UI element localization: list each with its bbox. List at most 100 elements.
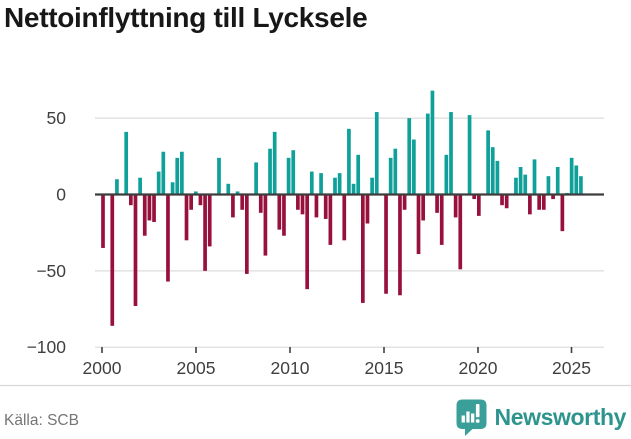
migration-bar [365, 194, 370, 224]
migration-bar [101, 194, 105, 248]
migration-bar [166, 194, 170, 282]
migration-bar [425, 113, 430, 195]
migration-bar [351, 183, 356, 195]
migration-bar [551, 194, 555, 200]
migration-bar [161, 151, 166, 195]
migration-bar [370, 177, 374, 195]
migration-bar [231, 194, 235, 218]
migration-bar [198, 194, 203, 206]
migration-bar [514, 177, 518, 195]
migration-bar [235, 191, 240, 195]
migration-bar [458, 194, 463, 270]
migration-bar [360, 194, 365, 303]
migration-bar [226, 183, 231, 195]
migration-bar [128, 194, 133, 206]
brand-name: Newsworthy [494, 404, 627, 430]
migration-bar [170, 182, 175, 195]
y-tick-label: 50 [47, 108, 67, 128]
migration-bar [421, 194, 426, 221]
migration-bar [305, 194, 310, 290]
migration-bar [388, 157, 393, 195]
migration-bar [328, 194, 333, 245]
migration-bar [268, 148, 272, 195]
migration-bar [402, 194, 407, 210]
migration-bar [133, 194, 138, 306]
migration-bar [110, 194, 115, 326]
migration-bar [217, 157, 221, 195]
migration-bar [537, 194, 542, 210]
migration-bar [291, 150, 296, 195]
migration-bar [244, 194, 249, 274]
migration-bar [384, 194, 388, 294]
x-tick-label: 2010 [271, 358, 310, 378]
x-tick-label: 2000 [83, 358, 122, 378]
migration-bar [207, 194, 212, 247]
migration-bar [486, 130, 490, 195]
migration-bar [254, 162, 258, 195]
migration-bar [240, 194, 245, 210]
chart-title: Nettoinflyttning till Lycksele [4, 2, 368, 33]
migration-bar [416, 194, 421, 255]
newsworthy-badge-icon [456, 399, 487, 436]
x-tick-label: 2015 [365, 358, 404, 378]
migration-bar [546, 176, 551, 195]
y-tick-label: −100 [27, 337, 67, 357]
migration-bar [258, 194, 263, 213]
migration-bar [541, 194, 546, 210]
migration-bar [263, 194, 268, 256]
migration-bar [495, 160, 500, 195]
migration-bar [528, 194, 532, 215]
migration-bar [309, 171, 314, 195]
migration-bar [523, 174, 528, 195]
footer: Källa: SCB Newsworthy [0, 395, 631, 439]
bar-chart-glyph [461, 404, 480, 423]
migration-bar [555, 167, 560, 195]
migration-bar [189, 194, 194, 210]
migration-bar [193, 191, 198, 195]
migration-bar [277, 194, 282, 230]
migration-bar [449, 112, 453, 195]
source-label: Källa: SCB [4, 412, 79, 429]
migration-bar [286, 157, 291, 195]
migration-bar [504, 194, 509, 209]
migration-bar [314, 194, 319, 218]
migration-bar [319, 173, 323, 195]
migration-bar [435, 194, 439, 213]
migration-bar [532, 159, 537, 195]
migration-bar [175, 157, 180, 195]
migration-bar [347, 128, 351, 195]
migration-bar [282, 194, 286, 236]
migration-bar [184, 194, 189, 241]
migration-bar [296, 194, 300, 210]
migration-bar [356, 154, 361, 195]
migration-bar [579, 176, 583, 195]
migration-bar [393, 148, 398, 195]
migration-bar [518, 167, 523, 195]
newsworthy-logo-link[interactable]: Newsworthy [456, 399, 626, 436]
migration-bar [374, 112, 379, 195]
migration-bar [476, 194, 481, 216]
migration-bar [439, 194, 444, 245]
y-tick-label: −50 [36, 261, 66, 281]
migration-bar [412, 139, 416, 195]
migration-bar [300, 194, 305, 215]
migration-bar [342, 194, 347, 241]
migration-bar [472, 194, 477, 200]
migration-bar [115, 179, 119, 195]
migration-bar [490, 147, 495, 195]
migration-bar [272, 131, 277, 195]
migration-bar [407, 118, 412, 195]
migration-bar [398, 194, 402, 296]
migration-bar [333, 177, 337, 195]
migration-bar [560, 194, 565, 232]
migration-bar [152, 194, 156, 222]
migration-bar [180, 151, 184, 195]
migration-bar [142, 194, 147, 236]
migration-bar [337, 173, 342, 195]
x-tick-label: 2025 [552, 358, 591, 378]
migration-bar [138, 177, 142, 195]
migration-bar [156, 171, 161, 195]
migration-bar [444, 154, 449, 195]
